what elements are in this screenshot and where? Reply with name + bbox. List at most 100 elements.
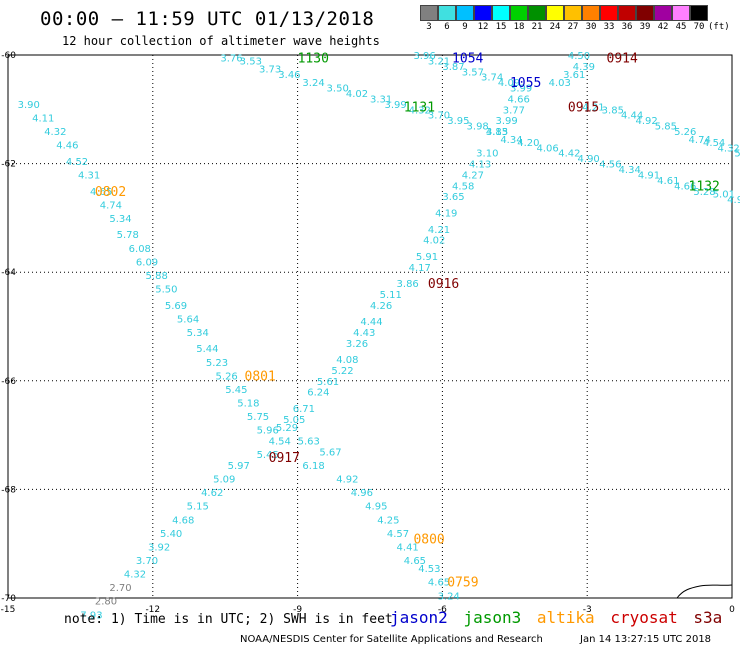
- swh-value: 5.67: [319, 447, 341, 458]
- swh-value: 4.68: [172, 515, 194, 526]
- color-swatch: [618, 5, 636, 21]
- swh-value: 4.26: [370, 301, 392, 312]
- x-tick-label: -15: [1, 605, 16, 615]
- swh-value: 3.70: [136, 556, 158, 567]
- swh-value: 3.21: [428, 56, 450, 67]
- swh-value: 5.69: [165, 301, 187, 312]
- swh-value: 4.02: [346, 89, 368, 100]
- swh-value: 3.85: [602, 105, 624, 116]
- swh-value: 3.76: [220, 54, 242, 65]
- swh-value: 5.85: [655, 122, 677, 133]
- swh-value: 4.92: [336, 475, 358, 486]
- track-time-label: 1131: [404, 101, 435, 116]
- swh-value: 3.98: [467, 122, 489, 133]
- swh-value: 4.09: [498, 78, 520, 89]
- y-tick-label: -62: [1, 160, 16, 170]
- swh-value: 5.01: [713, 189, 735, 200]
- swh-value: 5.26: [674, 127, 696, 138]
- color-swatch: [672, 5, 690, 21]
- swh-value: 4.54: [269, 437, 291, 448]
- y-tick-label: -70: [1, 594, 16, 604]
- color-scale-label: 18: [513, 22, 525, 32]
- color-swatch: [438, 5, 456, 21]
- map-title: 00:00 – 11:59 UTC 01/13/2018: [40, 8, 375, 30]
- swh-value: 3.92: [148, 542, 170, 553]
- swh-value: 5.40: [160, 529, 182, 540]
- swh-value: 3.85: [486, 127, 508, 138]
- swh-value: 3.24: [438, 591, 460, 602]
- swh-value: 5.34: [187, 328, 209, 339]
- swh-value: 5.96: [257, 426, 279, 437]
- color-scale-label: 6: [444, 22, 450, 32]
- swh-value: 4.54: [703, 138, 725, 149]
- satellite-legend: jason2 jason3 altika cryosat s3a: [390, 608, 728, 627]
- swh-value: 4.56: [599, 160, 621, 171]
- swh-value: 3.31: [370, 94, 392, 105]
- color-swatch: [420, 5, 438, 21]
- swh-value: 4.41: [397, 542, 419, 553]
- swh-value: 4.19: [435, 208, 457, 219]
- swh-value: 4.21: [428, 225, 450, 236]
- color-swatch: [690, 5, 708, 21]
- y-tick-label: -66: [1, 377, 16, 387]
- swh-value: 3.95: [447, 116, 469, 127]
- swh-value: 5.44: [196, 344, 218, 355]
- swh-value: 4.31: [78, 170, 100, 181]
- swh-value: 4.58: [452, 181, 474, 192]
- swh-value: 5.29: [276, 423, 298, 434]
- color-swatch: [492, 5, 510, 21]
- swh-value: 5.64: [177, 314, 199, 325]
- track-time-label: 1130: [298, 52, 329, 67]
- swh-value: 4.46: [56, 141, 78, 152]
- legend-cryosat: cryosat: [610, 608, 678, 627]
- color-swatch: [654, 5, 672, 21]
- color-swatch: [546, 5, 564, 21]
- swh-value: 4.62: [201, 488, 223, 499]
- color-scale-label: 45: [675, 22, 687, 32]
- swh-value: 5.26: [216, 371, 238, 382]
- footer-timestamp: Jan 14 13:27:15 UTC 2018: [580, 634, 712, 645]
- color-scale-label: 9: [462, 22, 468, 32]
- swh-value: 4.65: [90, 187, 112, 198]
- swh-value: 4.34: [619, 165, 641, 176]
- color-scale-label: 42: [657, 22, 669, 32]
- swh-value: 4.08: [336, 355, 358, 366]
- color-swatch: [474, 5, 492, 21]
- swh-value: 4.03: [549, 78, 571, 89]
- swh-value: 4.32: [409, 105, 431, 116]
- swh-value: 3.50: [327, 84, 349, 95]
- swh-value: 2.80: [95, 597, 117, 608]
- swh-value: 4.74: [100, 200, 122, 211]
- swh-value: 4.65: [404, 556, 426, 567]
- color-scale-label: 33: [603, 22, 615, 32]
- color-scale-label: 39: [639, 22, 651, 32]
- swh-value: 4.13: [469, 160, 491, 171]
- swh-value: 3.73: [259, 65, 281, 76]
- x-tick-label: -3: [583, 605, 592, 615]
- x-tick-label: 0: [729, 605, 735, 615]
- swh-value: 2.70: [109, 583, 131, 594]
- swh-value: 5.34: [109, 214, 131, 225]
- track-time-label: 0915: [568, 101, 599, 116]
- color-scale-bar: [420, 5, 708, 21]
- swh-value: 3.57: [462, 67, 484, 78]
- swh-value: 4.32: [44, 127, 66, 138]
- x-tick-label: -12: [145, 605, 160, 615]
- swh-value: 4.50: [568, 51, 590, 62]
- swh-value: 4.42: [558, 149, 580, 160]
- color-scale-label: 36: [621, 22, 633, 32]
- swh-value: 4.99: [727, 195, 740, 206]
- color-scale-label: 30: [585, 22, 597, 32]
- swh-value: 6.09: [136, 257, 158, 268]
- track-time-label: 0800: [413, 532, 444, 547]
- swh-value: 5.91: [416, 252, 438, 263]
- swh-value: 3.99: [510, 84, 532, 95]
- swh-value: 4.21: [582, 103, 604, 114]
- swh-value: 3.90: [18, 100, 40, 111]
- coastline: [676, 584, 733, 599]
- track-time-label: 0914: [607, 52, 638, 67]
- swh-value: 4.25: [377, 515, 399, 526]
- swh-value: 5.61: [317, 377, 339, 388]
- swh-value: 3.61: [563, 70, 585, 81]
